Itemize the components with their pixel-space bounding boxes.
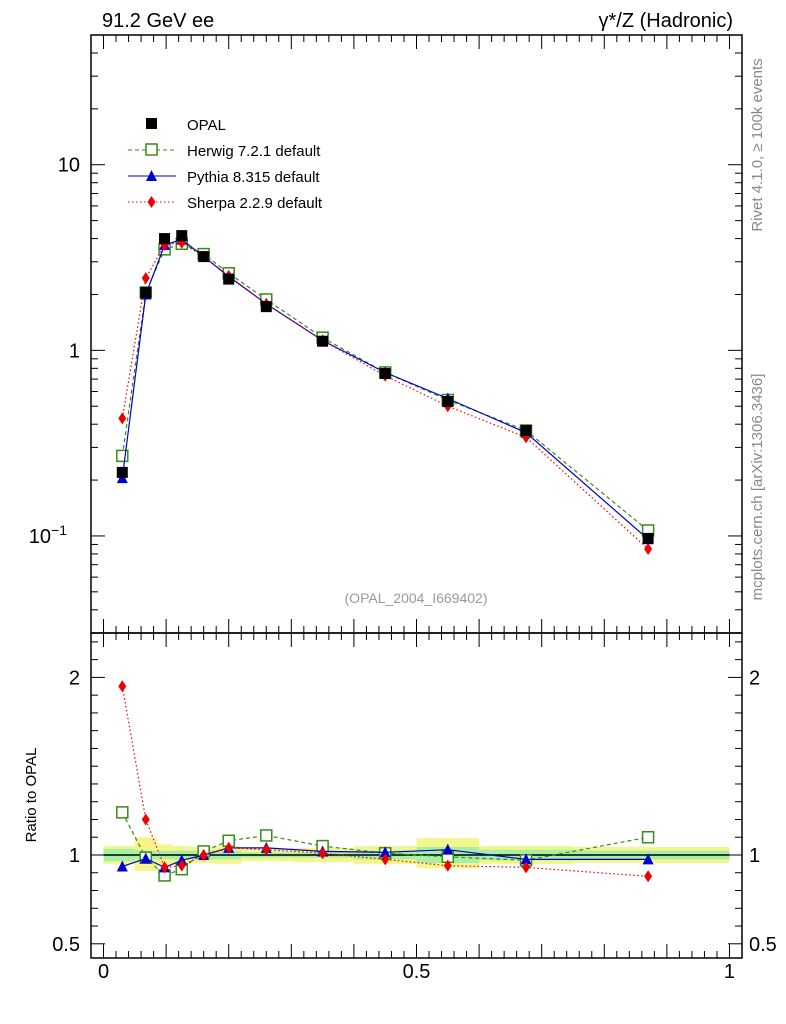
main-point-opal [442,396,454,408]
ratio-y-tick-label-left: 1 [69,845,80,867]
main-line-pythia [121,238,649,540]
legend-label-pythia: Pythia 8.315 default [187,169,320,186]
main-point-opal [642,532,654,544]
ratio-point-sherpa [381,853,390,866]
main-point-opal [140,286,152,298]
mcplots-label: mcplots.cern.ch [arXiv:1306.3436] [749,374,766,601]
legend-entry-sherpa: Sherpa 2.2.9 default [128,195,323,212]
legend-marker-pythia [146,170,157,181]
legend-entry-opal: OPAL [146,117,226,134]
ratio-line-herwig [121,812,649,877]
ratio-point-sherpa [522,861,531,874]
main-y-tick-label: 1 [69,340,80,362]
legend-marker-herwig [145,143,158,156]
main-point-opal [198,251,210,263]
ratio-x-tick-label: 1 [724,961,735,983]
ratio-point-sherpa [318,847,327,860]
main-point-sherpa [141,272,150,285]
ratio-point-pythia [642,853,654,865]
legend: OPAL Herwig 7.2.1 default Pythia 8.315 d… [128,117,323,212]
ratio-point-pythia [116,860,128,872]
ratio-plot-panel: 0.5 0.5 1 1 2 2 0 0.5 1 Ratio to OPAL [23,632,777,983]
ratio-point-sherpa [262,843,271,856]
main-plot-panel: 10−1 1 10 (OPAL_2004_I669402) [29,34,743,634]
ratio-point-herwig [116,806,129,819]
analysis-id-label: (OPAL_2004_I669402) [345,590,488,606]
ratio-point-sherpa [644,870,653,883]
energy-title: 91.2 GeV ee [102,10,214,32]
ratio-point-herwig [641,830,655,844]
main-point-opal [159,233,171,245]
ratio-point-sherpa [118,680,127,693]
ratio-x-tick-label: 0.5 [403,961,431,983]
ratio-y-tick-label-right: 0.5 [749,934,777,956]
main-y-tick-label: 10−1 [29,522,67,548]
rivet-label: Rivet 4.1.0, ≥ 100k events [749,58,766,231]
main-point-opal [379,368,391,380]
main-point-sherpa [118,412,127,425]
legend-entry-pythia: Pythia 8.315 default [128,169,320,186]
ratio-y-tick-label-left: 2 [69,667,80,689]
main-point-opal [520,424,532,436]
ratio-point-pythia [442,843,454,855]
ratio-point-sherpa [177,859,186,872]
main-point-opal [176,230,188,242]
main-y-tick-label: 10 [58,155,80,177]
ratio-y-axis-label: Ratio to OPAL [23,748,40,843]
ratio-point-pythia [140,852,152,864]
ratio-x-tick-label: 0 [98,961,109,983]
legend-marker-opal [146,118,157,129]
ratio-y-tick-label-right: 1 [749,845,760,867]
ratio-y-tick-label-right: 2 [749,667,760,689]
ratio-point-sherpa [141,813,150,826]
main-point-opal [260,301,272,313]
legend-label-opal: OPAL [187,117,226,134]
ratio-y-tick-label-left: 0.5 [52,934,80,956]
ratio-point-sherpa [224,841,233,854]
main-point-opal [223,273,235,285]
main-point-opal [116,466,128,478]
main-line-sherpa [121,242,649,550]
ratio-point-pythia [379,846,391,858]
legend-entry-herwig: Herwig 7.2.1 default [128,143,321,160]
process-title: γ*/Z (Hadronic) [599,10,733,32]
ratio-point-sherpa [443,859,452,872]
ratio-point-sherpa [199,848,208,861]
legend-marker-sherpa [147,196,156,208]
ratio-line-pythia [122,847,649,869]
ratio-line-sherpa [121,686,649,877]
legend-label-herwig: Herwig 7.2.1 default [187,143,321,160]
ratio-point-sherpa [160,861,169,874]
main-line-herwig [121,243,649,531]
main-point-sherpa [644,543,653,556]
ratio-point-pythia [520,853,532,865]
ratio-plot-frame [90,632,743,959]
main-point-opal [317,335,329,347]
main-point-herwig [116,449,129,463]
ratio-point-herwig [260,829,273,842]
legend-label-sherpa: Sherpa 2.2.9 default [187,195,323,212]
